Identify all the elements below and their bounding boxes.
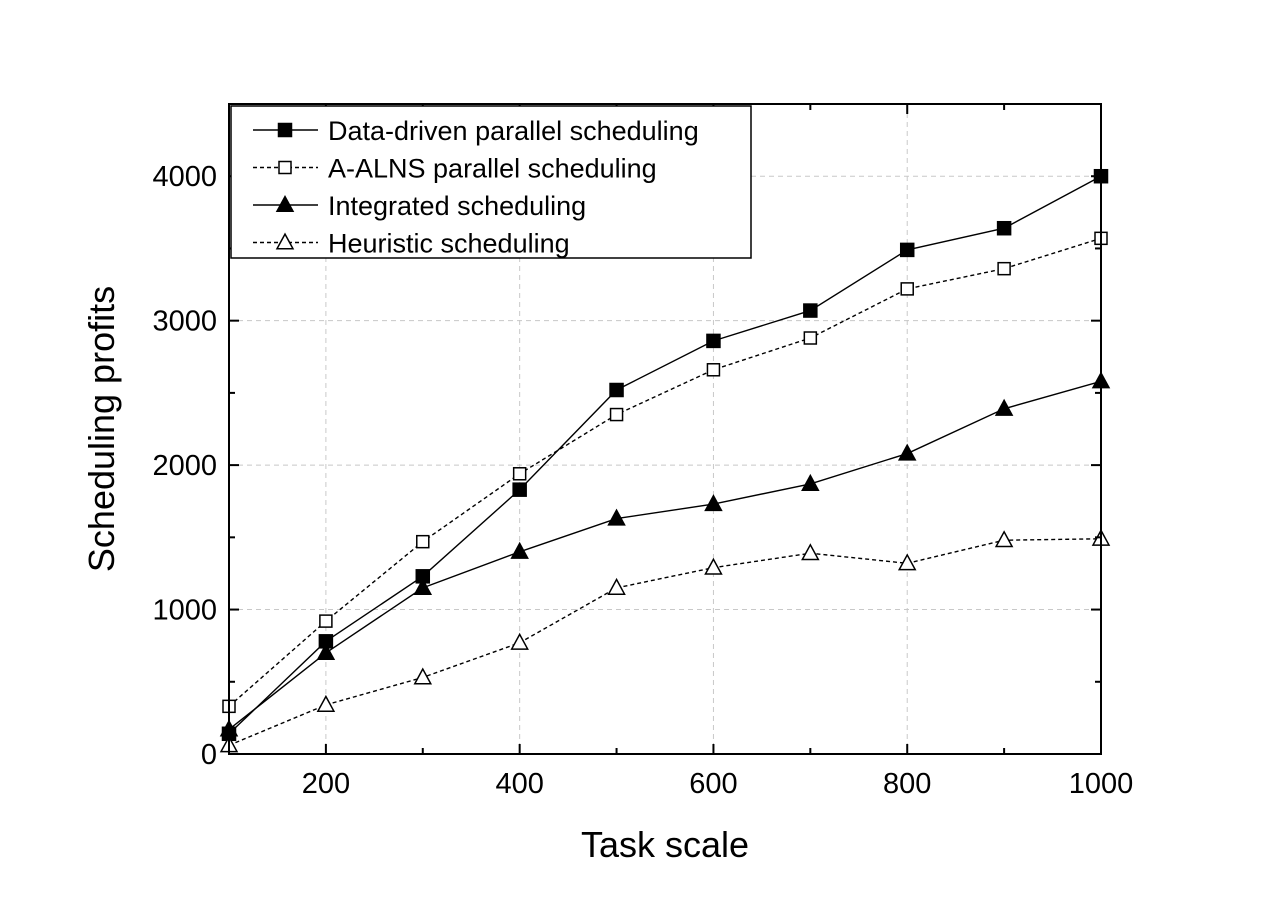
y-tick-label: 0 [201,739,217,771]
data-point [510,632,529,650]
data-point [706,333,721,349]
series-1 [221,168,1109,742]
data-point [512,467,527,481]
data-point [897,443,917,461]
data-point [996,220,1012,236]
legend-marker [275,232,295,250]
data-point [801,473,820,491]
data-point [994,398,1014,416]
series-2 [222,231,1108,714]
data-point [801,543,820,561]
x-tick-label: 600 [689,768,737,800]
data-point [899,242,915,258]
data-point [609,407,624,422]
data-point [316,642,336,660]
data-point [704,557,723,575]
data-point [803,303,818,318]
y-tick-label: 2000 [152,450,217,482]
series-layer [219,168,1111,753]
data-point [316,694,336,712]
data-point [512,482,527,497]
y-tick-label: 3000 [152,306,217,338]
data-point [997,261,1011,276]
data-point [706,363,721,377]
data-point [607,577,626,595]
legend: Data-driven parallel scheduling A-ALNS pa… [230,105,752,259]
series-line [228,538,1102,746]
legend-marker [277,122,293,138]
data-point [510,541,529,559]
data-point [413,667,433,685]
data-point [900,282,914,296]
plot-frame [228,103,1102,755]
x-tick-label: 1000 [1069,768,1134,800]
data-point [994,530,1014,548]
y-tick-label: 4000 [152,161,217,193]
data-point [897,553,917,571]
y-tick-label: 1000 [152,595,217,627]
data-point [803,331,818,345]
x-tick-label: 200 [302,768,350,800]
x-tick-label: 400 [495,768,543,800]
legend-label: Heuristic scheduling [328,229,570,259]
legend-box [230,105,752,259]
series-line [228,175,1102,735]
data-point [609,382,624,398]
legend-marker [278,160,292,175]
legend-label: Integrated scheduling [328,191,586,221]
x-tick-label: 800 [883,768,931,800]
series-line [228,237,1102,707]
legend-label: A-ALNS parallel scheduling [328,154,657,184]
data-point [416,534,430,549]
data-point [413,577,433,595]
data-point [319,614,333,628]
legend-label: Data-driven parallel scheduling [328,116,699,146]
series-4 [219,528,1111,753]
data-point [704,494,723,512]
legend-marker [275,195,295,213]
tick-labels: 200 400 600 800 1000 0 1000 2000 3000 4000 [152,161,1133,800]
y-axis-title: Scheduling profits [81,286,122,572]
x-axis-title: Task scale [581,824,749,865]
series-line [228,380,1102,730]
series-3 [219,371,1111,737]
data-point [607,508,626,526]
